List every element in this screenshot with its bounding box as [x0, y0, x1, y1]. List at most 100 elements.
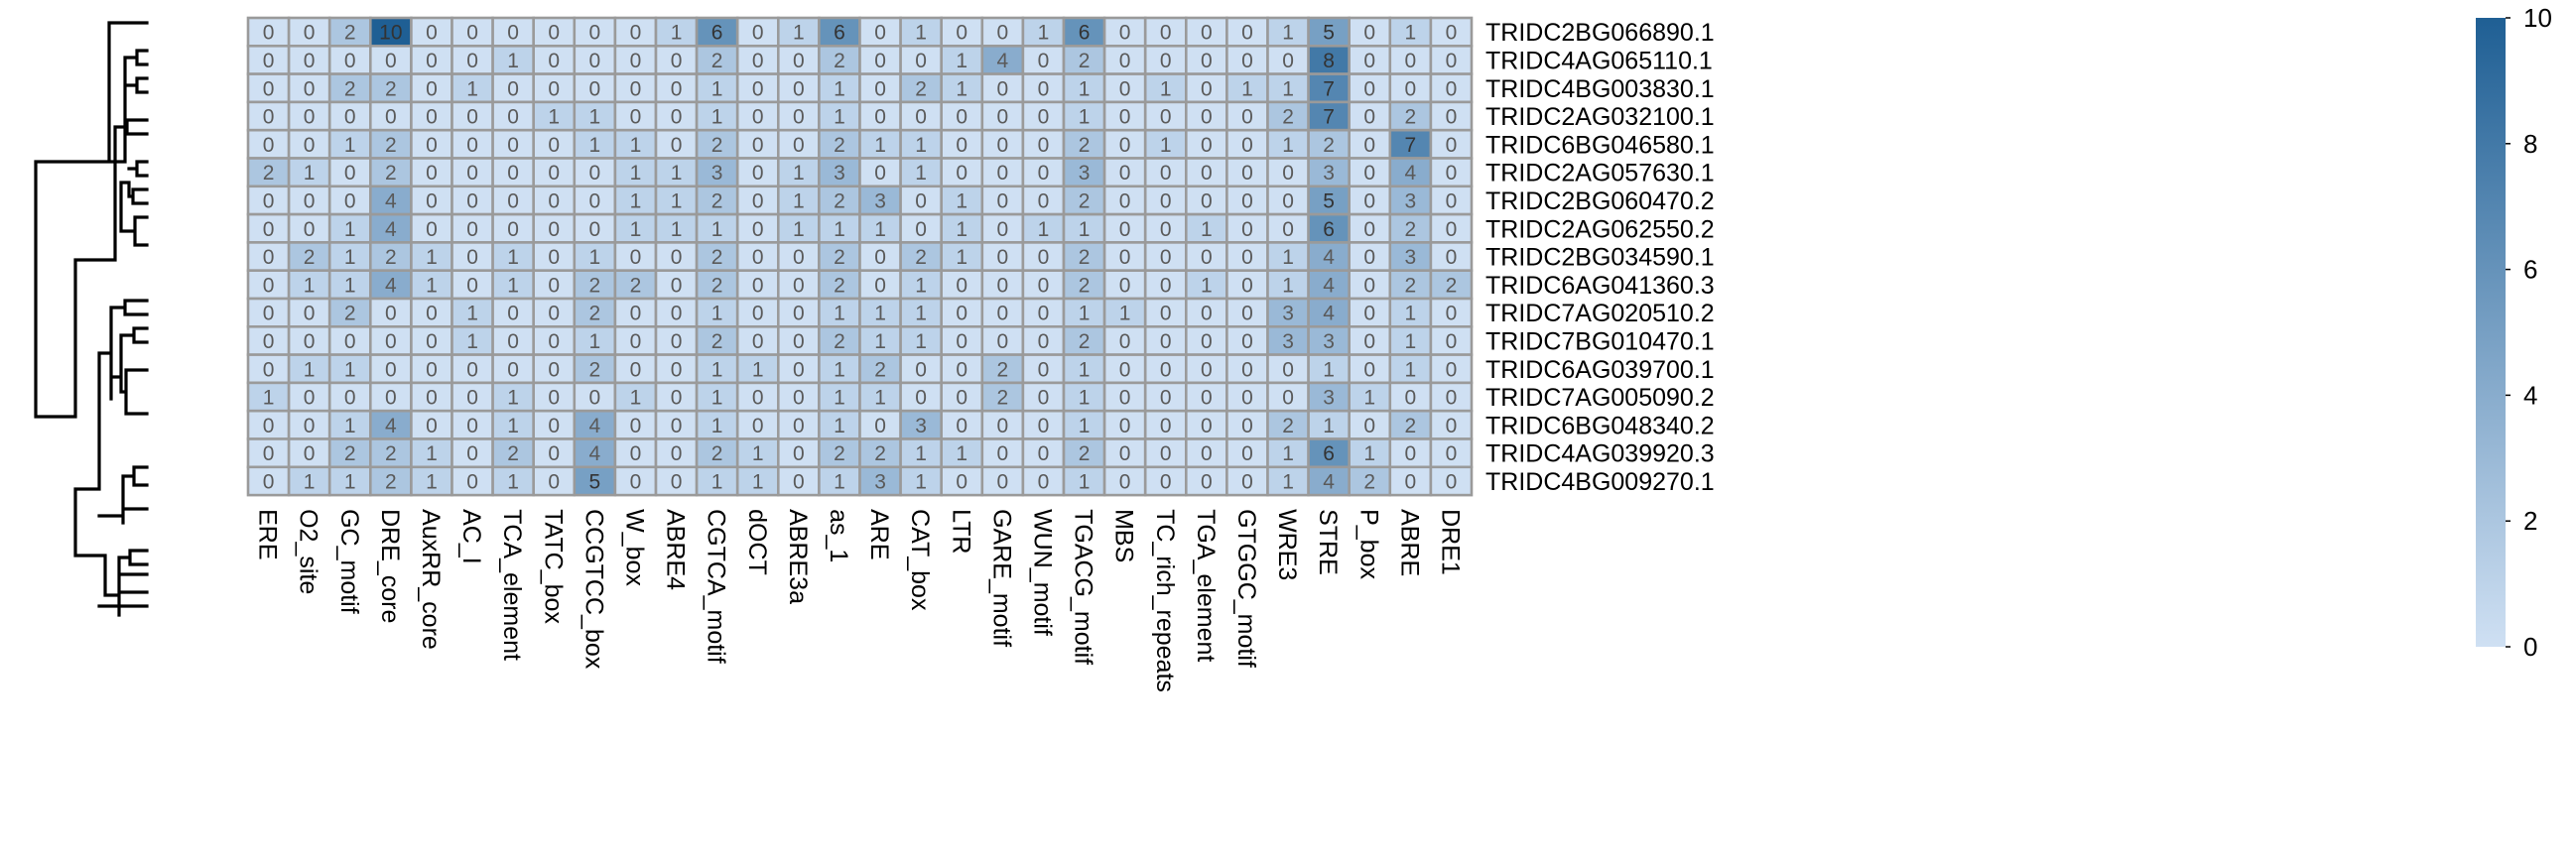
column-label: AC_I — [457, 509, 485, 564]
cell-value-label: 0 — [997, 218, 1009, 241]
cell-value-label: 0 — [793, 303, 805, 325]
cell-value-label: 0 — [1241, 415, 1253, 437]
cell-value-label: 0 — [671, 330, 683, 353]
cell-value-label: 0 — [752, 134, 764, 157]
cell-value-label: 0 — [548, 162, 560, 185]
heatmap-cell — [1388, 212, 1433, 244]
cell-value-label: 1 — [630, 162, 642, 185]
cell-value-label: 0 — [671, 387, 683, 410]
heatmap-cell — [1429, 100, 1474, 132]
row-label: TRIDC7BG010470.1 — [1485, 327, 1715, 355]
cell-value-label: 1 — [671, 189, 683, 212]
cell-value-label: 0 — [956, 303, 967, 325]
cell-value-label: 0 — [507, 303, 519, 325]
row-label: TRIDC6AG041360.3 — [1485, 272, 1715, 300]
column-label: TGACG_motif — [1070, 509, 1097, 665]
cell-value-label: 0 — [671, 134, 683, 157]
cell-value-label: 1 — [874, 330, 886, 353]
cell-value-label: 2 — [711, 50, 723, 72]
cell-value-label: 1 — [1282, 274, 1294, 297]
cell-value-label: 0 — [671, 442, 683, 465]
cell-value-label: 0 — [548, 50, 560, 72]
cell-value-label: 6 — [1323, 218, 1335, 241]
column-label: MBS — [1110, 509, 1138, 562]
cell-value-label: 0 — [507, 134, 519, 157]
cell-value-label: 0 — [466, 358, 478, 381]
heatmap-cell — [695, 297, 739, 328]
cell-value-label: 1 — [711, 303, 723, 325]
column-label: LTR — [947, 509, 974, 554]
cell-value-label: 0 — [426, 22, 438, 45]
cell-value-label: 1 — [1079, 470, 1091, 493]
cell-value-label: 2 — [834, 50, 845, 72]
cell-value-label: 0 — [1405, 50, 1417, 72]
cell-value-label: 0 — [997, 246, 1009, 269]
column-label: TGA_element — [1192, 509, 1220, 662]
cell-value-label: 0 — [1363, 330, 1375, 353]
cell-value-label: 1 — [874, 134, 886, 157]
cell-value-label: 0 — [1363, 303, 1375, 325]
heatmap-cell — [1021, 437, 1066, 469]
cell-value-label: 0 — [671, 246, 683, 269]
heatmap-cell — [1348, 297, 1392, 328]
heatmap-cell — [327, 381, 372, 413]
cell-value-label: 2 — [1079, 274, 1091, 297]
cell-value-label: 0 — [466, 22, 478, 45]
heatmap-cell — [1102, 212, 1147, 244]
cell-value-label: 0 — [1119, 387, 1131, 410]
heatmap-cell — [1307, 185, 1351, 216]
cell-value-label: 4 — [1323, 274, 1335, 297]
cell-value-label: 0 — [304, 134, 316, 157]
cell-value-label: 1 — [304, 358, 316, 381]
cell-value-label: 3 — [915, 415, 927, 437]
cell-value-label: 2 — [385, 134, 397, 157]
cell-value-label: 0 — [1160, 218, 1172, 241]
heatmap-cell — [327, 297, 372, 328]
cell-value-label: 0 — [671, 77, 683, 100]
cell-value-label: 0 — [1201, 77, 1213, 100]
cell-value-label: 1 — [915, 303, 927, 325]
cell-value-label: 2 — [1405, 415, 1417, 437]
heatmap-cell — [1225, 128, 1269, 160]
heatmap-cell — [1143, 16, 1188, 48]
heatmap-cell — [735, 409, 780, 440]
cell-value-label: 2 — [385, 77, 397, 100]
cell-value-label: 0 — [1038, 303, 1050, 325]
cell-value-label: 1 — [711, 415, 723, 437]
heatmap-cell — [776, 437, 821, 469]
heatmap-cell — [654, 381, 699, 413]
heatmap-cell — [1388, 437, 1433, 469]
cell-value-label: 1 — [915, 134, 927, 157]
heatmap-cell — [899, 437, 943, 469]
heatmap-cell — [287, 269, 331, 301]
cell-value-label: 1 — [507, 274, 519, 297]
heatmap-cell — [654, 185, 699, 216]
cell-value-label: 1 — [1079, 415, 1091, 437]
cell-value-label: 0 — [466, 189, 478, 212]
heatmap-cell — [613, 324, 658, 356]
cell-value-label: 0 — [1201, 358, 1213, 381]
cell-value-label: 0 — [1241, 134, 1253, 157]
heatmap-cell — [246, 72, 291, 104]
cell-value-label: 0 — [1160, 162, 1172, 185]
cell-value-label: 2 — [1079, 189, 1091, 212]
cell-value-label: 0 — [1446, 330, 1458, 353]
colorbar-legend: 0 2 4 6 8 10 — [2476, 3, 2552, 662]
cell-value-label: 8 — [1323, 50, 1335, 72]
cell-value-label: 0 — [752, 415, 764, 437]
cell-value-label: 0 — [1038, 415, 1050, 437]
cell-value-label: 0 — [263, 218, 275, 241]
cell-value-label: 0 — [385, 387, 397, 410]
cell-value-label: 1 — [507, 246, 519, 269]
cell-value-label: 1 — [956, 246, 967, 269]
heatmap-cell — [532, 100, 577, 132]
cell-value-label: 0 — [1160, 303, 1172, 325]
cell-value-label: 0 — [507, 22, 519, 45]
heatmap-cell — [327, 465, 372, 497]
cell-value-label: 0 — [1119, 162, 1131, 185]
heatmap-cell — [613, 241, 658, 272]
cell-value-label: 0 — [1446, 442, 1458, 465]
heatmap-cell — [735, 100, 780, 132]
cell-value-label: 0 — [997, 470, 1009, 493]
cell-value-label: 0 — [507, 77, 519, 100]
